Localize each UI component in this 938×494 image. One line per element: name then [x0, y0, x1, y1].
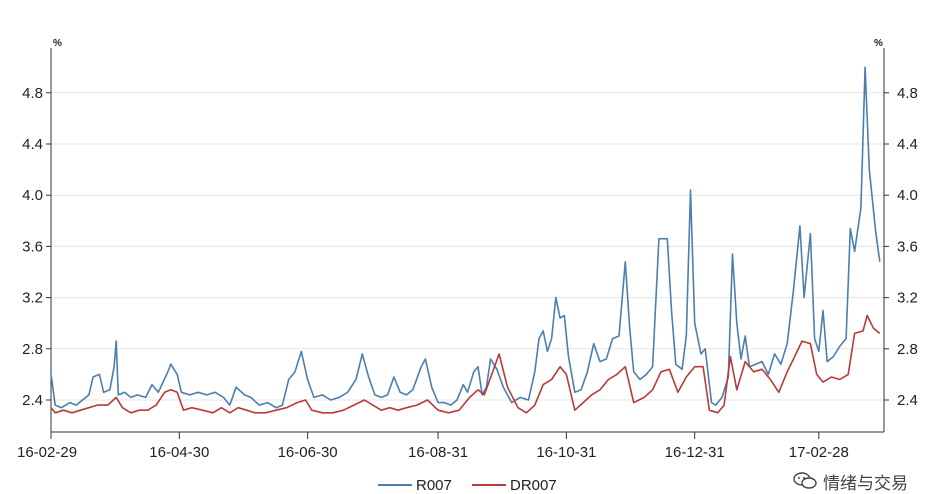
- series-line-r007: [50, 66, 881, 409]
- legend-label-dr007: DR007: [510, 477, 557, 492]
- wechat-bubble-icon: [793, 472, 817, 489]
- right-y-tick-label: 2.8: [897, 341, 918, 358]
- grid-lines: [51, 92, 884, 401]
- x-tick-label: 16-04-30: [149, 444, 209, 461]
- left-y-tick-label: 4.4: [22, 136, 43, 153]
- right-y-tick-label: 3.6: [897, 238, 918, 255]
- right-y-tick-label: 2.4: [897, 392, 918, 409]
- ticks: 2.4 2.4 2.8 2.8 3.2 3.2 3.6 3.6 4.0 4.0 4.4 4.4 4.8 4…: [17, 85, 918, 461]
- x-tick-label: 16-06-30: [278, 444, 338, 461]
- watermark-text: 情绪与交易: [823, 473, 908, 494]
- x-tick-label: 16-02-29: [17, 444, 77, 461]
- left-y-tick-label: 4.8: [22, 85, 43, 102]
- right-y-tick-label: 4.4: [897, 136, 918, 153]
- legend: R007 DR007: [378, 477, 557, 492]
- left-y-tick-label: 4.0: [22, 187, 43, 204]
- axes: % %: [50, 38, 885, 433]
- right-y-tick-label: 4.0: [897, 187, 918, 204]
- x-tick-label: 17-02-28: [789, 444, 849, 461]
- left-y-unit-label: %: [53, 38, 62, 49]
- left-y-tick-label: 3.6: [22, 238, 43, 255]
- left-y-tick-label: 2.8: [22, 341, 43, 358]
- left-y-tick-label: 3.2: [22, 290, 43, 307]
- right-y-tick-label: 3.2: [897, 290, 918, 307]
- x-tick-label: 16-08-31: [408, 444, 468, 461]
- series-line-dr007: [50, 314, 881, 414]
- x-tick-label: 16-10-31: [536, 444, 596, 461]
- x-tick-label: 16-12-31: [665, 444, 725, 461]
- right-y-unit-label: %: [874, 38, 883, 49]
- left-y-tick-label: 2.4: [22, 392, 43, 409]
- watermark: 情绪与交易: [793, 470, 908, 494]
- right-y-tick-label: 4.8: [897, 85, 918, 102]
- series-lines: [50, 66, 881, 414]
- legend-label-r007: R007: [416, 477, 452, 492]
